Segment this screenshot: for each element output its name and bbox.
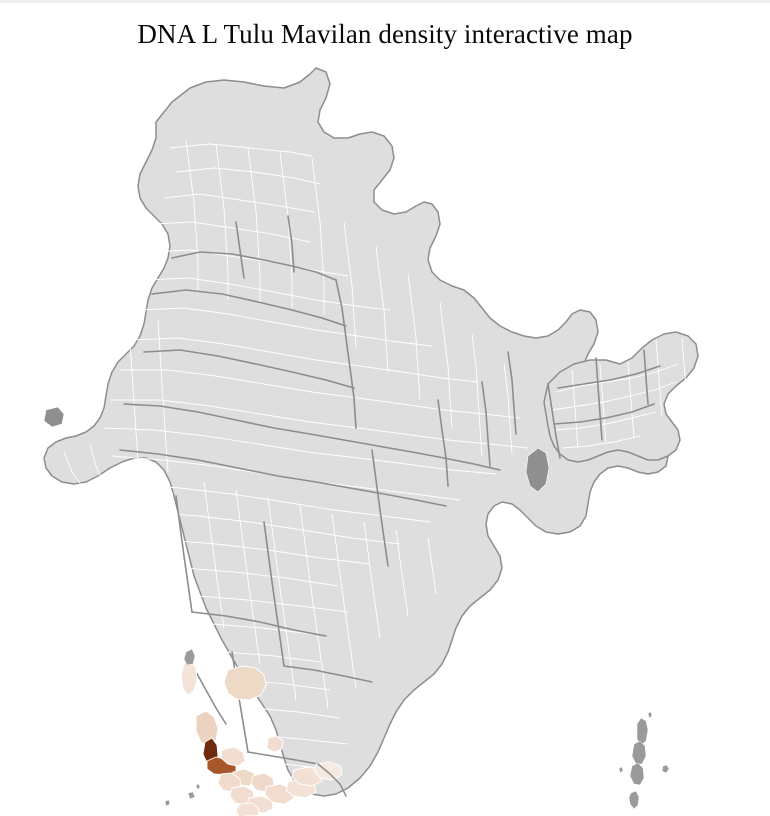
island-barren xyxy=(661,764,670,774)
map-landmass xyxy=(43,67,699,797)
northeast-region-base xyxy=(543,331,699,463)
misc-coast-features xyxy=(317,763,347,797)
district-west-coast-dark xyxy=(183,648,196,666)
top-edge-strip xyxy=(0,0,770,3)
island-lakshadweep-d xyxy=(195,783,201,790)
district-bengaluru-rural[interactable] xyxy=(267,736,283,752)
district-kodagu[interactable] xyxy=(221,747,245,766)
district-shivamogga[interactable] xyxy=(224,666,266,700)
andaman-nicobar-islands xyxy=(618,711,670,810)
india-mainland-base xyxy=(43,67,683,797)
district-dakshina-kannada[interactable] xyxy=(196,711,218,746)
district-boundaries xyxy=(63,139,687,769)
district-east-coast-dark xyxy=(525,447,550,493)
island-middle-andaman xyxy=(631,740,647,765)
island-andaman-islet-a xyxy=(618,766,624,774)
page-title: DNA L Tulu Mavilan density interactive m… xyxy=(137,19,633,49)
map-canvas[interactable] xyxy=(0,52,770,816)
island-lakshadweep-a xyxy=(164,799,171,807)
island-south-andaman xyxy=(629,762,645,786)
coast-detail-gulf xyxy=(317,763,347,797)
island-lakshadweep-b xyxy=(187,791,196,800)
island-little-andaman xyxy=(628,790,640,810)
special-dark-units xyxy=(43,406,550,666)
district-uttara-kannada[interactable] xyxy=(181,661,197,695)
lakshadweep-islands xyxy=(164,783,201,807)
choropleth-highlighted-districts[interactable] xyxy=(181,661,342,816)
island-andaman-islet-b xyxy=(647,711,653,719)
state-boundaries xyxy=(119,215,661,765)
district-kachchh-tip xyxy=(43,406,65,428)
island-north-andaman xyxy=(636,717,649,746)
district-thrissur[interactable] xyxy=(236,803,259,816)
india-choropleth-map[interactable] xyxy=(0,52,770,816)
